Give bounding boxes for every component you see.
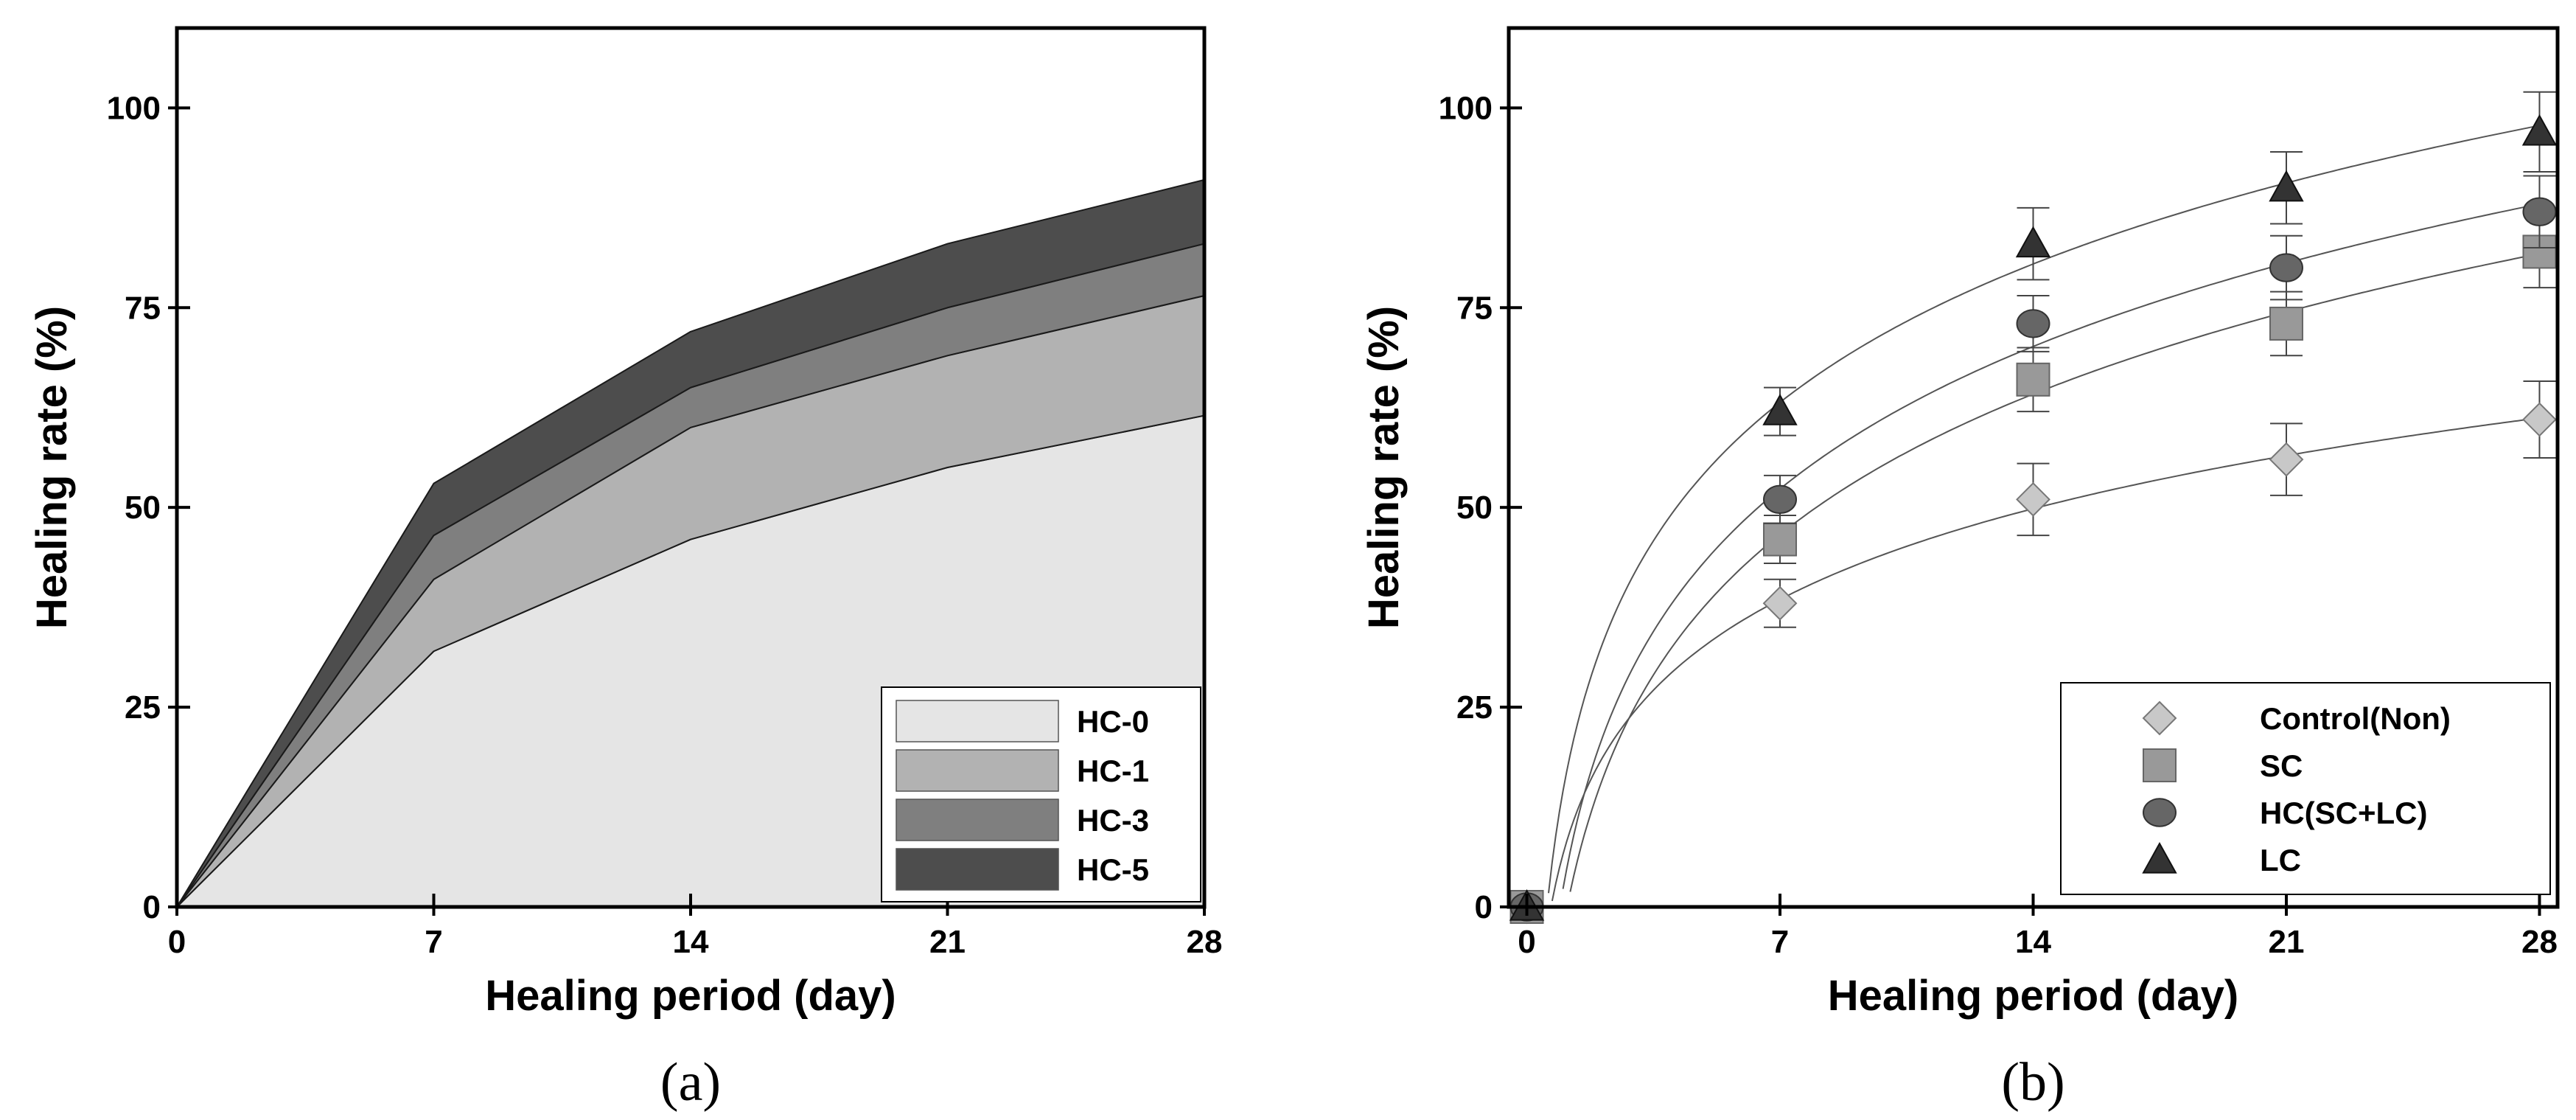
data-point [2016,481,2050,517]
x-tick-label: 14 [2015,924,2051,960]
x-tick-label: 0 [1518,924,1535,960]
x-tick-label: 21 [929,924,966,960]
y-tick-label: 75 [1456,290,1493,326]
y-tick-label: 0 [143,889,161,925]
data-point [2522,234,2557,269]
x-axis-label: Healing period (day) [485,972,896,1020]
x-tick-label: 7 [425,924,442,960]
fit-curve [1562,203,2540,889]
x-tick-label: 21 [2269,924,2305,960]
legend-swatch [896,700,1059,742]
data-point [2522,197,2557,226]
data-point [2269,442,2304,477]
data-point [2269,253,2303,282]
y-tick-label: 75 [125,290,161,326]
x-tick-label: 7 [1771,924,1789,960]
chart-panel-b: 0 25 50 75 100 0 7 14 21 28 Healing period (day) He… [1360,26,2560,1113]
legend-marker [2143,798,2177,827]
data-point [2521,114,2558,146]
legend: HC-0 HC-1 HC-3 HC-5 [881,686,1201,902]
legend-marker [2142,700,2177,736]
x-axis-label: Healing period (day) [1828,972,2239,1020]
legend-label: HC(SC+LC) [2260,796,2428,830]
data-point [2269,170,2304,202]
legend-label: HC-3 [1077,803,1149,838]
data-point [1762,585,1798,621]
legend-label: Control(Non) [2260,701,2451,736]
y-tick-label: 100 [1439,90,1493,126]
y-tick-label: 25 [1456,689,1493,726]
legend-label: LC [2260,843,2301,877]
data-point [2269,306,2303,341]
y-axis-label: Healing rate (%) [1360,306,1408,629]
x-tick-label: 0 [168,924,186,960]
fit-curve [1551,417,2540,902]
data-point [1763,484,1798,515]
legend-swatch [896,749,1059,792]
panel-label: (a) [660,1052,721,1113]
data-point [2016,309,2050,338]
legend-label: HC-1 [1077,754,1149,788]
data-point [2522,402,2557,437]
legend-marker [2142,841,2177,874]
y-tick-label: 0 [1475,889,1493,925]
legend: Control(Non) SC HC(SC+LC) LC [2060,682,2551,895]
data-point [2015,226,2051,258]
y-tick-label: 100 [107,90,161,126]
legend-marker [2143,748,2177,782]
y-tick-label: 25 [125,689,161,726]
legend-label: HC-0 [1077,704,1149,739]
chart-panel-a: 0 25 50 75 100 0 7 14 21 28 Healing period (day) He… [28,26,1223,1113]
legend-box [2060,682,2551,895]
data-point [1763,522,1798,557]
data-point [1762,394,1798,425]
fit-curve [1569,253,2540,892]
data-point [2016,362,2050,397]
x-tick-label: 28 [1187,924,1223,960]
series-lc [1509,91,2558,921]
fit-curves [1548,125,2540,902]
y-tick-label: 50 [125,490,161,526]
fit-curve [1548,125,2540,894]
panel-label: (b) [2001,1052,2064,1113]
legend-label: SC [2260,748,2303,783]
y-tick-label: 50 [1456,490,1493,526]
x-tick-label: 28 [2521,924,2558,960]
legend-label: HC-5 [1077,852,1149,887]
y-axis-label: Healing rate (%) [28,306,76,629]
legend-swatch [896,848,1059,891]
legend-swatch [896,799,1059,841]
x-tick-label: 14 [673,924,709,960]
